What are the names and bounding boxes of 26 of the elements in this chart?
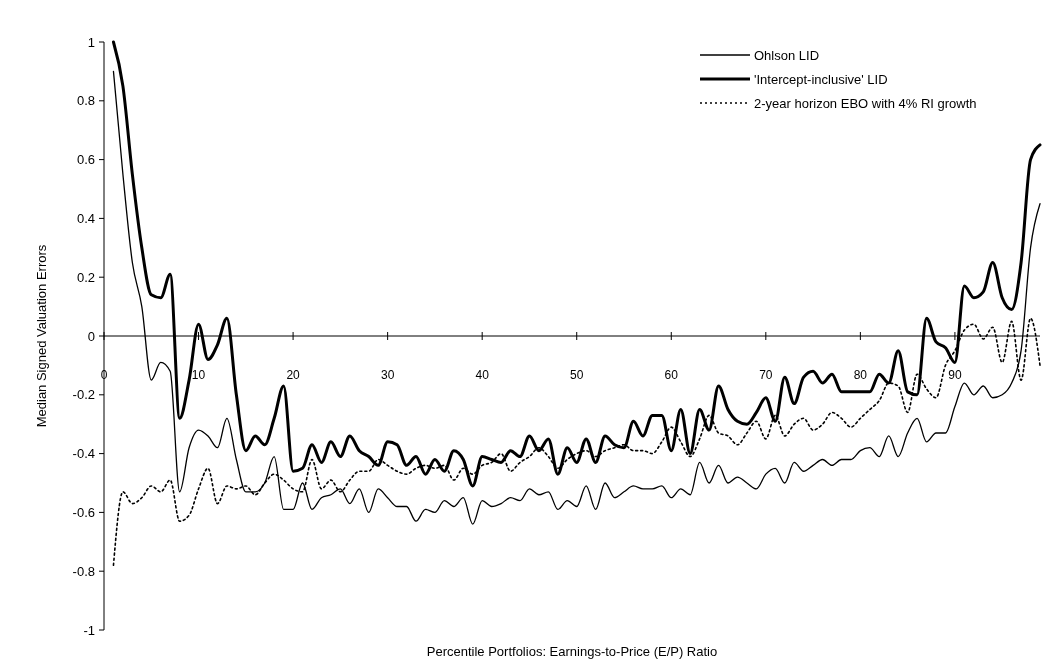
legend-label: Ohlson LID [754,47,820,63]
x-tick-label: 20 [286,368,301,382]
legend-label: 'Intercept-inclusive' LID [754,71,888,87]
x-tick-label: 10 [191,368,206,382]
legend-label: 2-year horizon EBO with 4% RI growth [754,95,977,111]
y-tick-label: -1 [83,622,95,638]
y-tick-label: -0.6 [72,504,95,520]
y-tick-label: 0.2 [76,269,95,285]
y-tick-label: 0 [87,328,95,344]
y-tick-label: 1 [87,34,95,50]
y-axis-title: Median Signed Valuation Errors [34,244,49,428]
x-axis-title: Percentile Portfolios: Earnings-to-Price (E/P) Ratio [426,644,718,659]
y-tick-label: 0.6 [76,152,95,168]
x-tick-label: 80 [853,368,868,382]
x-tick-label: 60 [664,368,679,382]
x-tick-label: 0 [100,368,108,382]
x-tick-label: 90 [948,368,962,382]
y-tick-label: -0.4 [72,446,95,462]
y-tick-label: 0.8 [76,93,95,109]
y-tick-label: -0.2 [72,387,95,403]
x-tick-label: 70 [759,368,773,382]
x-tick-label: 50 [570,368,584,382]
y-tick-label: 0.4 [76,210,95,226]
y-tick-label: -0.8 [72,563,95,579]
x-tick-label: 40 [475,368,490,382]
x-tick-label: 30 [380,368,395,382]
